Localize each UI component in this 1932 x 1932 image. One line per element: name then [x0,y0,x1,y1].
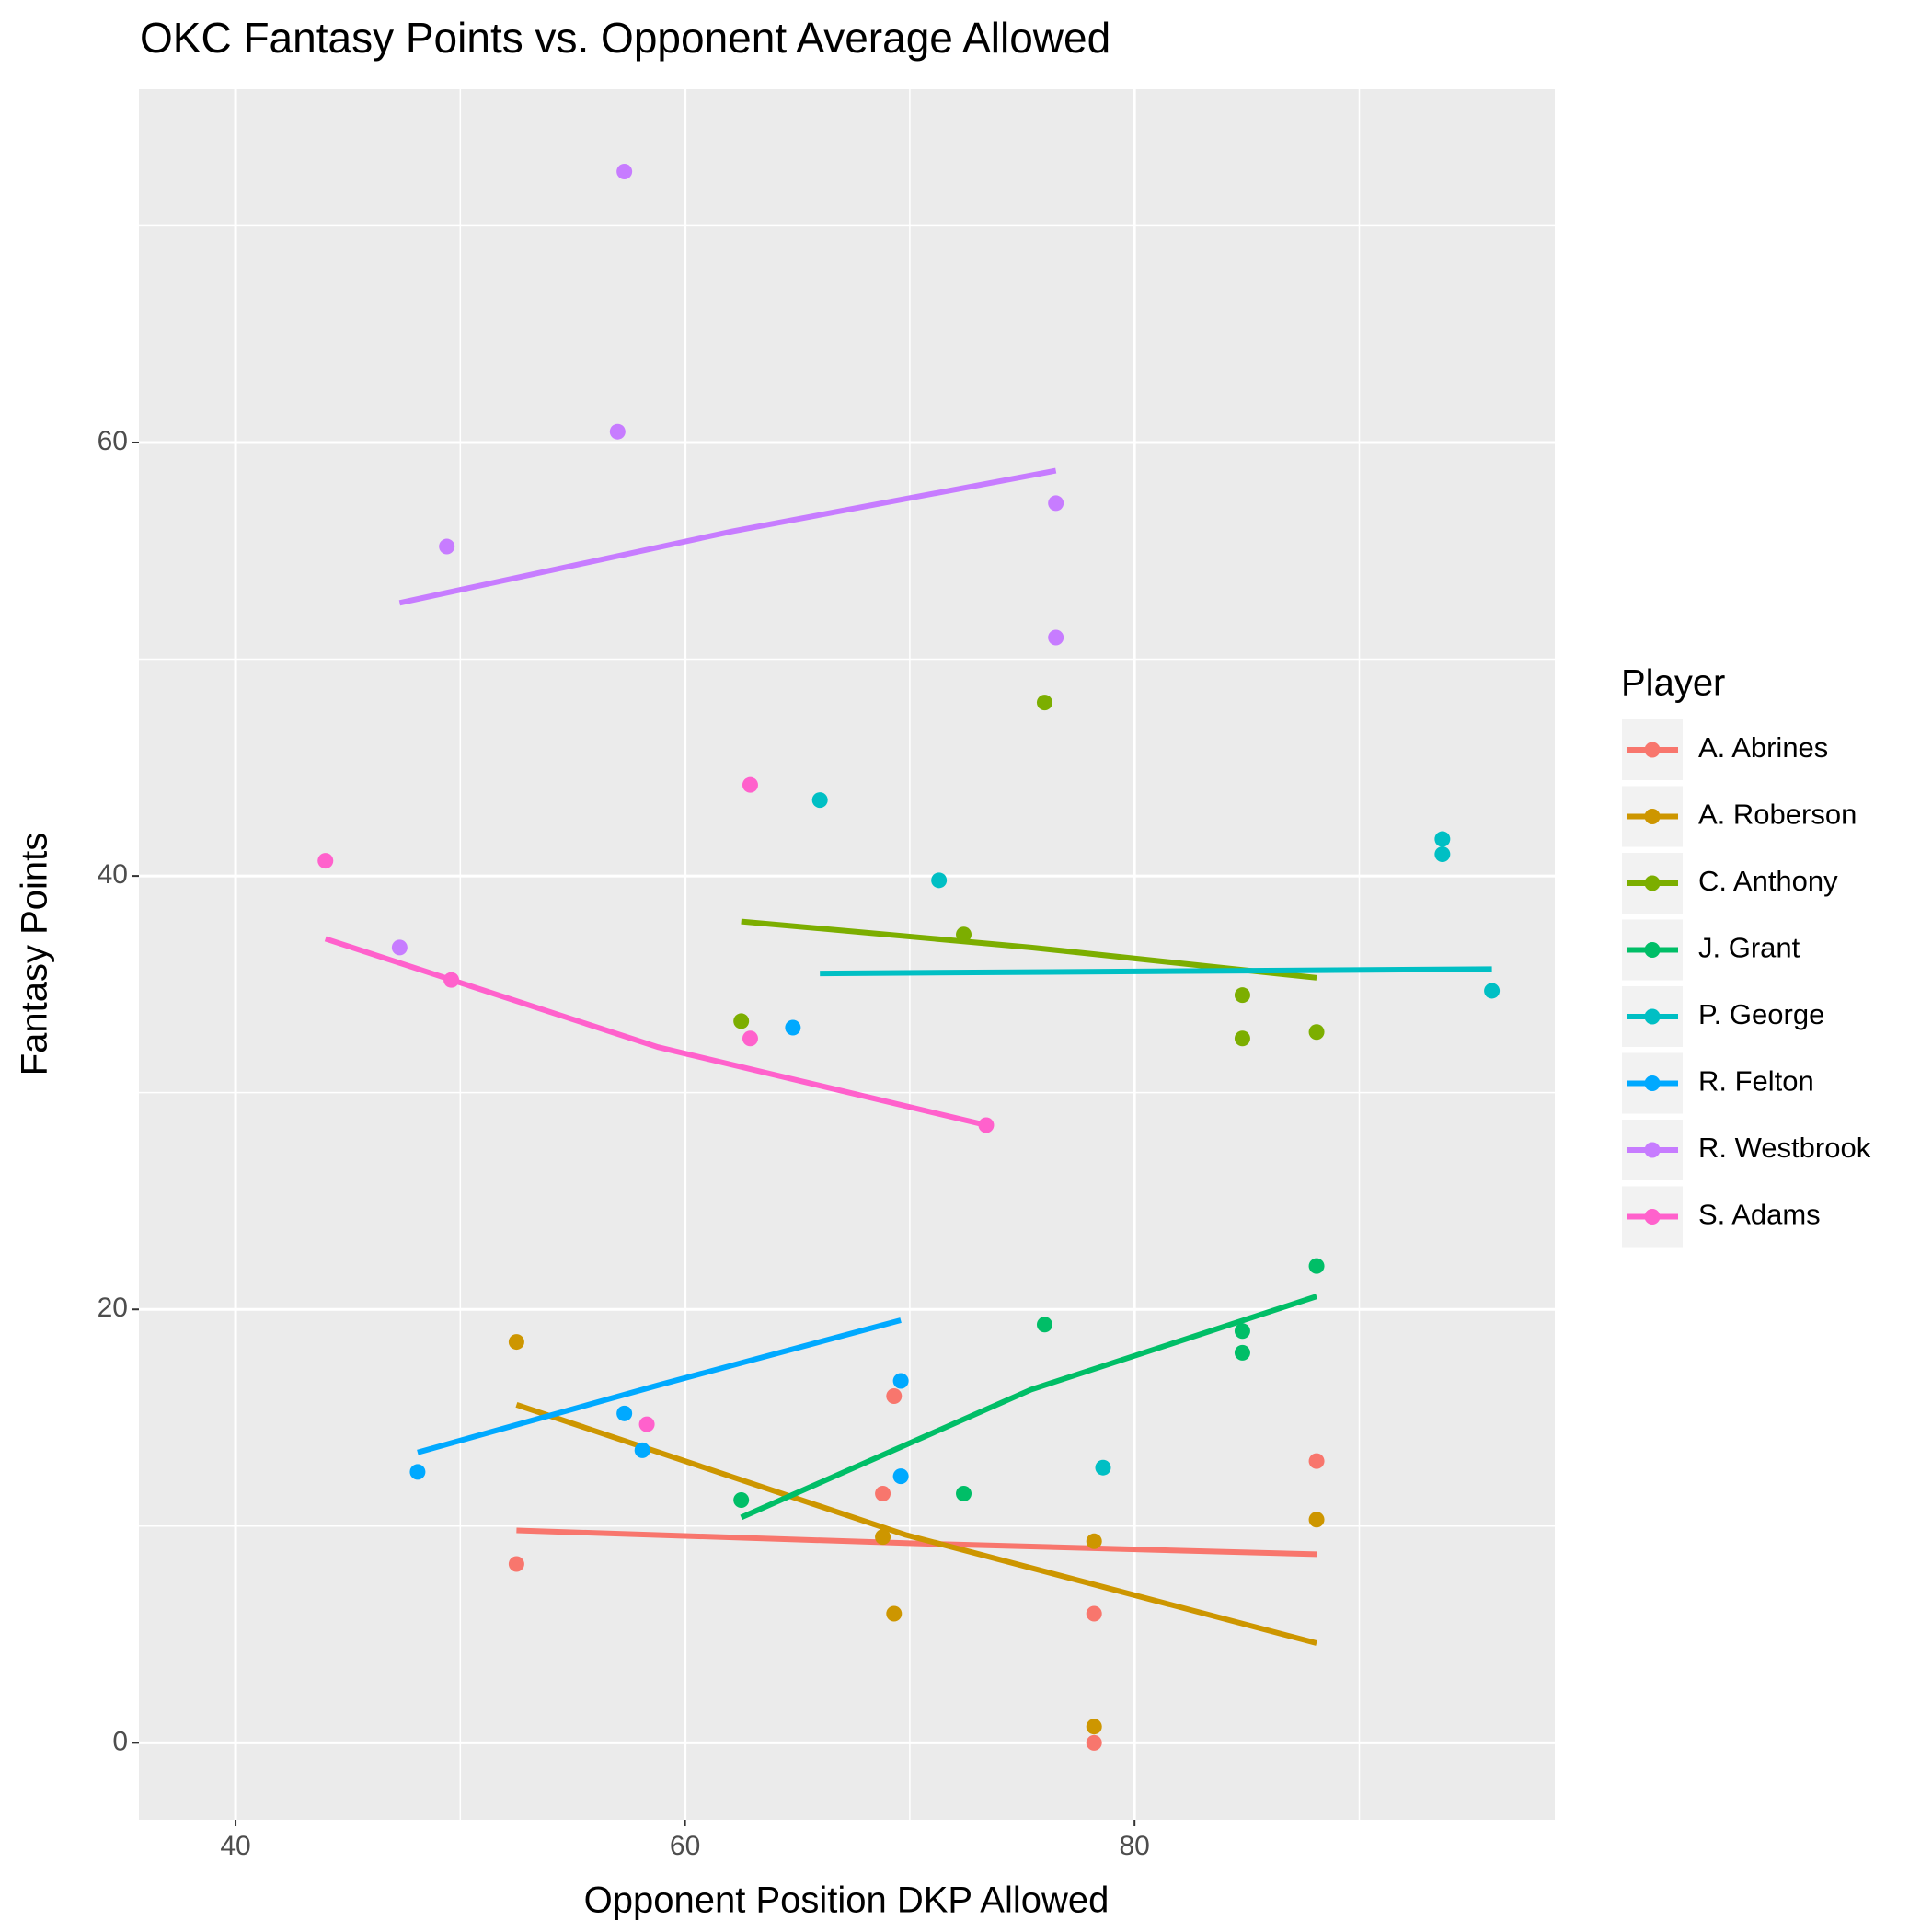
point [1234,1030,1250,1047]
point [409,1464,426,1480]
point [1048,495,1064,512]
y-tick-label: 20 [98,1293,128,1323]
point [1434,831,1451,847]
legend-dot [1644,942,1661,958]
legend-dot [1644,1075,1661,1091]
point [616,1405,633,1421]
point [616,164,633,180]
legend-dot [1644,875,1661,891]
point [1484,983,1501,999]
legend-title: Player [1621,663,1725,704]
point [1086,1734,1102,1751]
point [978,1117,995,1133]
trend-line [398,467,1057,606]
point [956,926,972,943]
point [508,1556,524,1572]
y-tick-label: 0 [112,1726,128,1756]
point [1308,1512,1325,1528]
point [634,1442,650,1458]
legend-dot [1644,1142,1661,1158]
legend-dot [1644,1008,1661,1025]
point [439,538,455,555]
point [1095,1459,1111,1476]
point [1036,1317,1052,1333]
point [956,1485,972,1501]
point [1234,987,1250,1004]
point [742,776,758,793]
point [785,1019,801,1036]
point [733,1013,750,1029]
point [733,1492,750,1509]
point [317,853,334,869]
point [892,1468,909,1485]
plot-panel [139,89,1555,1820]
x-tick-label: 40 [220,1831,250,1861]
legend-dot [1644,1209,1661,1225]
point [875,1529,891,1546]
point [609,423,626,440]
point [886,1387,903,1404]
point [875,1485,891,1501]
x-tick-label: 80 [1119,1831,1149,1861]
point [1086,1719,1102,1735]
trend-line [516,1527,1317,1558]
point [892,1373,909,1389]
point [1308,1453,1325,1469]
point [1234,1323,1250,1340]
x-tick-label: 60 [670,1831,700,1861]
legend-label: C. Anthony [1698,865,1838,897]
point [742,1030,758,1047]
trend-line [740,1294,1317,1521]
y-tick-label: 40 [98,859,128,890]
legend-label: S. Adams [1698,1199,1821,1231]
legend-label: A. Roberson [1698,799,1857,831]
point [1086,1605,1102,1622]
trend-line [741,918,1317,981]
y-tick-label: 60 [98,426,128,456]
point [638,1416,655,1432]
y-axis-title: Fantasy Points [15,833,55,1076]
point [1308,1024,1325,1041]
chart-title: OKC Fantasy Points vs. Opponent Average … [140,14,1110,62]
point [931,872,948,889]
trend-line [820,966,1492,977]
point [1086,1533,1102,1549]
x-axis-title: Opponent Position DKP Allowed [584,1880,1110,1921]
trend-line [324,936,987,1128]
legend-label: P. George [1698,998,1824,1030]
point [811,792,828,809]
legend-dot [1644,742,1661,758]
legend-label: R. Felton [1698,1065,1814,1098]
legend-label: R. Westbrook [1698,1132,1871,1164]
legend-label: A. Abrines [1698,731,1828,764]
point [443,972,460,988]
legend-dot [1644,809,1661,824]
point [1234,1344,1250,1361]
point [508,1334,524,1351]
point [886,1605,903,1622]
legend-label: J. Grant [1698,932,1800,964]
point [1308,1258,1325,1274]
point [1048,629,1064,646]
point [1434,846,1451,863]
trend-line [417,1317,902,1455]
point [391,939,408,956]
point [1036,695,1052,711]
